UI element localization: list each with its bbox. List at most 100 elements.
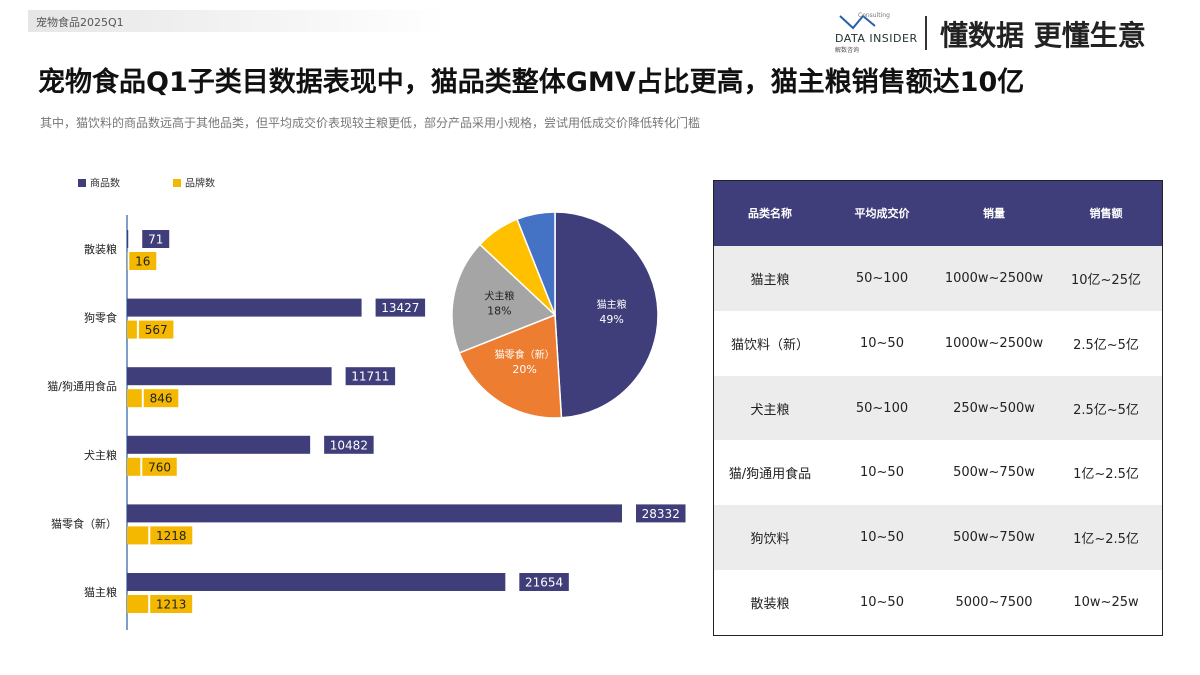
pie-slice — [458, 313, 563, 419]
logo-icon — [839, 14, 876, 30]
table-cell: 250w~500w — [953, 400, 1035, 416]
value-label-bg — [142, 230, 170, 248]
value-label: 11711 — [351, 370, 389, 384]
table-row: 狗饮料 10~50 500w~750w 1亿~2.5亿 — [714, 505, 1162, 571]
value-label-bg — [150, 595, 193, 613]
table-cell: 10w~25w — [1073, 595, 1139, 611]
table-row: 猫主粮 50~100 1000w~2500w 10亿~25亿 — [714, 245, 1162, 311]
table-cell: 2.5亿~5亿 — [1073, 337, 1139, 353]
legend-label: 商品数 — [90, 177, 120, 190]
pie-slice — [451, 243, 557, 354]
value-label-bg — [143, 389, 179, 408]
value-label-bg — [142, 457, 177, 476]
value-label-bg — [150, 526, 193, 545]
category-label: 猫主粮 — [84, 585, 117, 599]
table-cell: 猫饮料（新） — [730, 337, 809, 353]
value-label-bg — [519, 573, 569, 591]
value-label-bg — [324, 435, 374, 454]
value-label: 1213 — [156, 598, 187, 612]
pie-slice — [516, 211, 556, 316]
value-label: 10482 — [330, 438, 368, 452]
table-cell: 50~100 — [855, 270, 909, 286]
table-cell: 5000~7500 — [955, 595, 1033, 611]
value-label: 1218 — [156, 529, 187, 543]
bar — [127, 298, 362, 317]
table-cell: 1亿~2.5亿 — [1073, 532, 1139, 548]
legend-label: 品牌数 — [185, 177, 215, 190]
legend-swatch — [173, 179, 181, 187]
pie-category: 猫零食（新） — [495, 348, 555, 361]
tag-bar — [28, 10, 448, 32]
bar — [127, 595, 149, 613]
value-label: 567 — [145, 323, 168, 337]
bar — [127, 367, 332, 386]
page-tag: 宠物食品2025Q1 — [36, 16, 124, 29]
table-cell: 销售额 — [1089, 207, 1123, 221]
table-row: 猫/狗通用食品 10~50 500w~750w 1亿~2.5亿 — [714, 440, 1162, 505]
value-label-bg — [375, 298, 426, 317]
table-row: 品类名称 平均成交价 销量 销售额 — [714, 181, 1162, 246]
bar — [127, 573, 506, 591]
category-label: 犬主粮 — [84, 448, 117, 462]
value-label: 760 — [148, 460, 171, 474]
table-row: 猫饮料（新） 10~50 1000w~2500w 2.5亿~5亿 — [714, 311, 1162, 376]
slogan: 懂数据 更懂生意 — [940, 19, 1146, 52]
title: 宠物食品Q1子类目数据表现中，猫品类整体GMV占比更高，猫主粮销售额达10亿 — [38, 67, 1025, 98]
value-label: 846 — [150, 392, 173, 406]
bar — [127, 526, 149, 545]
category-label: 猫零食（新） — [51, 516, 117, 530]
value-label-bg — [636, 504, 686, 523]
divider — [925, 16, 927, 50]
table-cell: 散装粮 — [750, 597, 790, 613]
logo-small: Consulting — [858, 12, 890, 19]
bar — [127, 504, 622, 523]
table-cell: 1000w~2500w — [944, 335, 1044, 351]
bar — [127, 435, 311, 454]
table-cell: 500w~750w — [953, 530, 1035, 546]
value-label: 28332 — [642, 507, 680, 521]
bar — [127, 389, 142, 408]
subtitle: 其中，猫饮料的商品数远高于其他品类，但平均成交价表现较主粮更低，部分产品采用小规… — [40, 116, 701, 130]
pie-value: 20% — [512, 363, 536, 376]
legend-swatch — [78, 179, 86, 187]
table-cell: 10~50 — [860, 335, 904, 351]
bar — [127, 230, 129, 248]
table-cell: 犬主粮 — [750, 402, 790, 418]
table-cell: 10~50 — [860, 595, 904, 611]
table-cell: 10~50 — [860, 530, 904, 546]
category-label: 散装粮 — [84, 242, 117, 256]
value-label-bg — [138, 320, 174, 339]
table-row: 犬主粮 50~100 250w~500w 2.5亿~5亿 — [714, 375, 1162, 441]
value-label: 21654 — [525, 576, 563, 590]
table-cell: 平均成交价 — [854, 207, 910, 221]
pie-value: 18% — [487, 304, 511, 317]
table-cell: 狗饮料 — [750, 532, 790, 548]
table-cell: 1000w~2500w — [944, 270, 1044, 286]
table-cell: 品类名称 — [748, 207, 792, 221]
pie-slice — [554, 211, 659, 419]
logo: DATA INSIDER — [835, 32, 918, 45]
table-cell: 2.5亿~5亿 — [1073, 402, 1139, 418]
table-cell: 1亿~2.5亿 — [1073, 467, 1139, 483]
category-label: 狗零食 — [84, 311, 117, 325]
table-row: 散装粮 10~50 5000~7500 10w~25w — [714, 570, 1162, 635]
table-cell: 10~50 — [860, 465, 904, 481]
value-label: 16 — [135, 255, 150, 269]
value-label: 13427 — [381, 301, 419, 315]
value-label-bg — [129, 252, 157, 270]
pie-value: 49% — [599, 313, 623, 326]
value-label-bg — [345, 367, 396, 386]
value-label: 71 — [148, 233, 163, 247]
bar — [127, 320, 137, 339]
pie-category: 猫主粮 — [597, 298, 627, 311]
pie-category: 犬主粮 — [484, 289, 514, 302]
table-cell: 50~100 — [855, 400, 909, 416]
logo-sub: 解数咨询 — [835, 47, 860, 54]
table-cell: 10亿~25亿 — [1071, 272, 1141, 288]
category-label: 猫/狗通用食品 — [47, 379, 117, 393]
bar — [127, 457, 141, 476]
table: 品类名称 平均成交价 销量 销售额 猫主粮 50~100 1000w~2500w 10亿~25… — [713, 180, 1163, 636]
table-cell: 猫主粮 — [750, 272, 790, 288]
table-cell: 500w~750w — [953, 465, 1035, 481]
